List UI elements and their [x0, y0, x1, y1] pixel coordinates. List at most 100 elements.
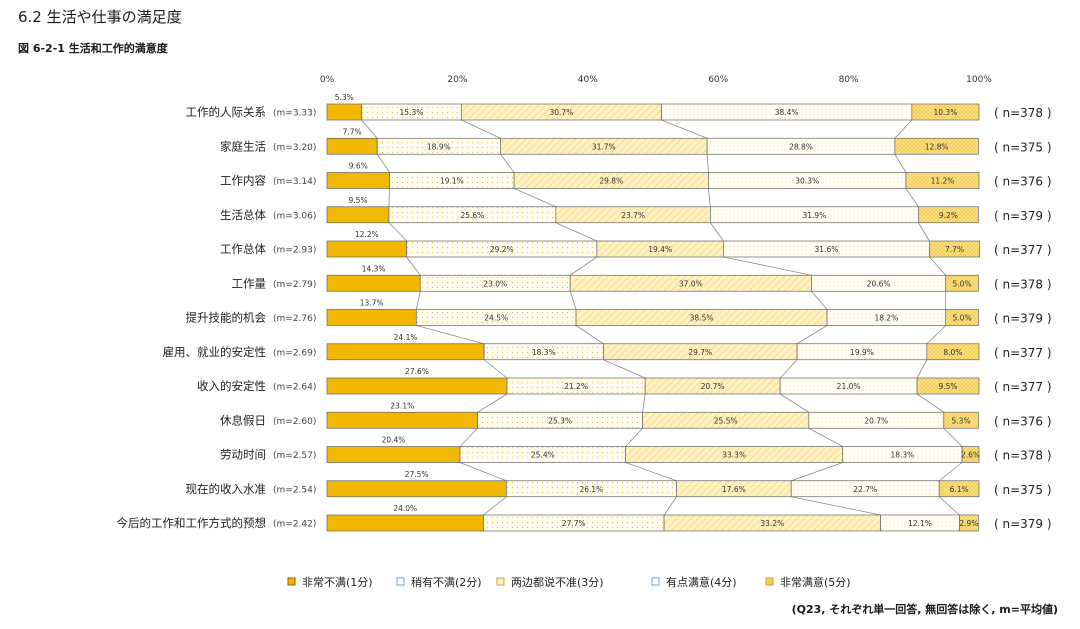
data-label: 5.3%: [952, 416, 971, 425]
mean-value-label: (m=3.14): [273, 177, 316, 187]
data-label: 25.6%: [460, 211, 484, 220]
category-label: 提升技能的机会: [186, 311, 267, 325]
data-label: 23.7%: [621, 211, 645, 220]
sample-size-label: ( n=379 ): [994, 312, 1052, 326]
data-label: 23.1%: [390, 401, 414, 410]
sample-size-label: ( n=376 ): [994, 175, 1052, 189]
data-label: 25.3%: [548, 416, 572, 425]
series-connector-line: [376, 154, 390, 173]
data-label: 38.5%: [690, 314, 714, 323]
data-label: 21.2%: [564, 382, 588, 391]
series-connector-line: [575, 325, 604, 345]
data-label: 24.0%: [393, 504, 417, 513]
sample-size-label: ( n=375 ): [994, 140, 1052, 154]
data-label: 24.5%: [484, 314, 508, 323]
bar-segment: [326, 411, 478, 429]
bar-segment: [326, 343, 485, 361]
data-label: 20.7%: [701, 382, 725, 391]
bar-segment: [326, 514, 484, 532]
data-label: 25.4%: [531, 451, 555, 460]
category-label: 家庭生活: [220, 139, 266, 153]
data-label: 30.3%: [795, 177, 819, 186]
category-label: 雇用、就业的安定性: [163, 345, 267, 359]
sample-size-label: ( n=377 ): [994, 346, 1052, 360]
series-connector-line: [625, 427, 643, 447]
series-connector-line: [459, 427, 478, 447]
bar-segment: [961, 446, 980, 463]
mean-value-label: (m=2.54): [273, 485, 316, 495]
mean-value-label: (m=2.76): [273, 314, 316, 324]
mean-value-label: (m=2.60): [273, 417, 316, 427]
mean-value-label: (m=3.06): [273, 211, 316, 221]
series-connector-line: [603, 359, 646, 379]
data-label: 37.0%: [679, 279, 703, 288]
series-connector-line: [894, 154, 907, 173]
series-connector-line: [555, 222, 598, 242]
series-connector-line: [416, 325, 485, 345]
legend-swatch: [651, 577, 660, 586]
data-label: 27.6%: [405, 367, 429, 376]
x-tick-label: 40%: [578, 75, 598, 85]
series-connector-line: [706, 154, 709, 173]
bar-segment: [326, 377, 508, 395]
bar-segment: [926, 343, 980, 361]
series-connector-line: [388, 188, 390, 207]
data-label: 20.4%: [382, 436, 406, 445]
data-label: 11.2%: [931, 177, 955, 186]
x-tick-label: 100%: [966, 75, 992, 85]
sample-size-label: ( n=377 ): [994, 243, 1052, 257]
data-label: 9.5%: [938, 382, 957, 391]
data-label: 12.2%: [355, 230, 379, 239]
series-connector-line: [642, 393, 646, 413]
legend-swatch: [287, 577, 296, 586]
bar-segment: [916, 377, 980, 395]
data-label: 33.2%: [760, 519, 784, 528]
series-connector-line: [569, 291, 577, 310]
series-connector-line: [415, 291, 421, 310]
data-label: 9.2%: [939, 211, 958, 220]
x-tick-label: 0%: [320, 75, 335, 85]
legend-label: 稍有不满(2分): [411, 575, 482, 589]
series-connector-line: [661, 119, 708, 139]
series-connector-line: [513, 188, 557, 208]
bar-segment: [326, 103, 362, 121]
data-label: 31.7%: [592, 142, 616, 151]
data-label: 9.5%: [348, 196, 367, 205]
series-connector-line: [796, 325, 828, 345]
data-label: 20.6%: [867, 279, 891, 288]
data-label: 9.6%: [349, 162, 368, 171]
data-label: 10.3%: [934, 108, 958, 117]
bar-segment: [894, 137, 979, 155]
category-label: 休息假日: [220, 413, 266, 427]
series-connector-line: [926, 325, 947, 345]
bar-segment: [326, 172, 390, 189]
mean-value-label: (m=2.64): [273, 383, 316, 393]
data-label: 15.3%: [400, 108, 424, 117]
sample-size-label: ( n=376 ): [994, 414, 1052, 428]
bar-segment: [326, 206, 390, 224]
legend-label: 有点满意(4分): [666, 575, 737, 589]
data-label: 29.7%: [688, 348, 712, 357]
sample-size-label: ( n=379 ): [994, 517, 1052, 531]
category-label: 现在的收入水准: [186, 482, 267, 496]
sample-size-label: ( n=379 ): [994, 209, 1052, 223]
series-connector-line: [894, 119, 913, 139]
data-label: 28.8%: [789, 142, 813, 151]
series-connector-line: [916, 393, 945, 413]
bar-segment: [929, 240, 981, 258]
category-label: 劳动时间: [220, 448, 266, 462]
section-title: 6.2 生活や仕事の満足度: [18, 8, 182, 26]
data-label: 25.5%: [714, 416, 738, 425]
data-label: 26.1%: [579, 485, 603, 494]
bar-segment: [326, 240, 407, 258]
series-connector-line: [663, 496, 677, 516]
mean-value-label: (m=3.20): [273, 143, 316, 153]
series-connector-line: [483, 359, 508, 379]
data-label: 23.0%: [483, 279, 507, 288]
sample-size-label: ( n=378 ): [994, 106, 1052, 120]
category-label: 今后的工作和工作方式的预想: [117, 516, 267, 530]
series-connector-line: [477, 393, 508, 413]
category-label: 工作量: [232, 276, 267, 290]
series-connector-line: [388, 222, 407, 242]
